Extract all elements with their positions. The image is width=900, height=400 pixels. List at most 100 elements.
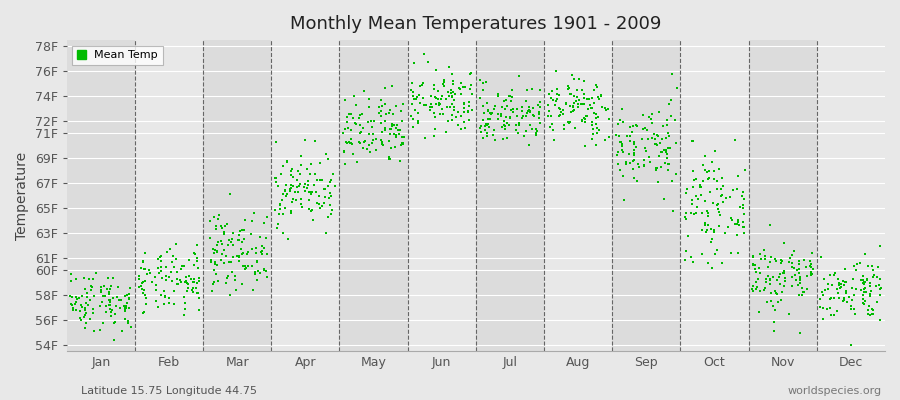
Bar [612, 40, 680, 351]
Point [561, 86, 575, 92]
Point [793, 280, 807, 286]
Point [138, 250, 152, 256]
Point [564, 109, 579, 116]
Point [693, 184, 707, 190]
Point [142, 267, 157, 273]
Point [98, 309, 112, 315]
Point [522, 107, 536, 113]
Point [785, 283, 799, 290]
Point [434, 96, 448, 102]
Point [77, 306, 92, 313]
Point [218, 223, 232, 229]
Point [509, 106, 524, 112]
Point [304, 191, 319, 198]
Point [409, 95, 423, 102]
Point [847, 263, 861, 269]
Point [842, 294, 856, 300]
Point [578, 142, 592, 149]
Point [491, 111, 506, 117]
Point [284, 184, 299, 191]
Point [345, 140, 359, 147]
Point [174, 266, 188, 272]
Point [315, 176, 329, 183]
Point [843, 306, 858, 312]
Point [190, 254, 204, 261]
Point [847, 292, 861, 298]
Point [860, 276, 874, 282]
Point [306, 217, 320, 223]
Point [383, 126, 398, 132]
Point [346, 115, 360, 121]
Point [259, 235, 274, 242]
Point [219, 280, 233, 286]
Point [660, 154, 674, 161]
Point [336, 130, 350, 136]
Point [862, 302, 877, 309]
Point [648, 141, 662, 148]
Point [215, 241, 230, 248]
Point [297, 137, 311, 143]
Point [590, 130, 604, 136]
Point [706, 227, 721, 233]
Point [488, 102, 502, 109]
Point [360, 146, 374, 152]
Point [181, 285, 195, 292]
Point [567, 107, 581, 113]
Point [302, 206, 316, 212]
Point [163, 245, 177, 252]
Point [339, 119, 354, 126]
Point [284, 172, 299, 178]
Point [763, 277, 778, 283]
Point [690, 204, 705, 210]
Point [152, 269, 166, 276]
Point [649, 165, 663, 172]
Point [763, 259, 778, 266]
Point [353, 112, 367, 118]
Point [849, 267, 863, 273]
Point [589, 142, 603, 148]
Point [650, 132, 664, 139]
Point [703, 189, 717, 195]
Point [837, 295, 851, 302]
Point [619, 159, 634, 166]
Point [188, 251, 202, 258]
Point [151, 265, 166, 271]
Point [159, 272, 174, 279]
Point [278, 205, 293, 212]
Point [214, 250, 229, 257]
Point [209, 225, 223, 232]
Point [214, 223, 229, 229]
Point [106, 337, 121, 344]
Point [108, 319, 122, 326]
Point [207, 250, 221, 256]
Point [710, 178, 724, 184]
Point [494, 113, 508, 120]
Point [570, 87, 584, 93]
Point [109, 303, 123, 309]
Point [405, 124, 419, 131]
Point [659, 149, 673, 155]
Point [288, 189, 302, 196]
Point [93, 327, 107, 333]
Point [574, 86, 589, 93]
Point [766, 303, 780, 310]
Point [191, 290, 205, 296]
Point [813, 303, 827, 310]
Point [410, 110, 425, 117]
Point [279, 193, 293, 199]
Point [526, 105, 540, 111]
Point [681, 232, 696, 239]
Point [863, 279, 878, 286]
Point [186, 276, 201, 282]
Point [295, 204, 310, 210]
Point [482, 110, 497, 116]
Point [255, 251, 269, 257]
Point [122, 304, 136, 311]
Point [232, 232, 247, 238]
Point [280, 158, 294, 164]
Point [293, 153, 308, 159]
Point [528, 130, 543, 136]
Point [420, 59, 435, 66]
Point [713, 212, 727, 218]
Point [844, 342, 859, 348]
